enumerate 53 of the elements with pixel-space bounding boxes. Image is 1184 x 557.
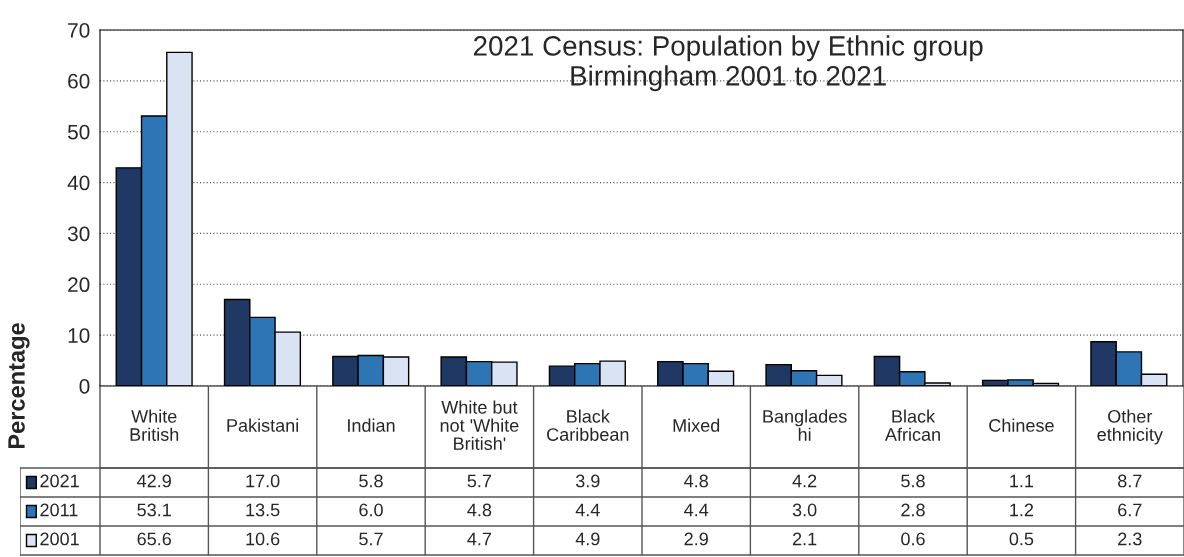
data-label: 4.4 — [575, 503, 600, 517]
data-label: 17.0 — [246, 474, 280, 488]
data-label: 5.8 — [359, 474, 383, 488]
data-label: 4.8 — [684, 474, 708, 488]
data-label: 6.7 — [1118, 503, 1142, 517]
data-label: 0.5 — [1009, 532, 1034, 546]
x-tick-label: Other ethnicity — [1097, 409, 1163, 445]
data-label: 2.8 — [901, 503, 925, 517]
data-label: 8.7 — [1118, 474, 1142, 488]
data-label: 53.1 — [137, 503, 171, 517]
y-tick-label: 10 — [68, 328, 90, 343]
y-tick-label: 60 — [68, 73, 90, 89]
data-label: 4.4 — [684, 503, 709, 517]
data-label: 4.8 — [467, 503, 492, 517]
data-label: 5.7 — [467, 474, 492, 488]
y-axis-title: Percentage — [8, 323, 30, 449]
x-tick-label: Black African — [884, 409, 940, 441]
data-label: 2.1 — [792, 532, 817, 546]
data-label: 42.9 — [137, 474, 171, 488]
data-label: 2.3 — [1118, 532, 1142, 546]
x-tick-label: Chinese — [989, 418, 1054, 432]
legend-label: 2001 — [40, 532, 79, 546]
data-label: 10.6 — [246, 532, 280, 546]
x-tick-label: Indian — [348, 418, 395, 432]
y-tick-label: 20 — [68, 277, 90, 293]
y-tick-label: 40 — [67, 175, 90, 191]
y-tick-label: 50 — [67, 124, 90, 140]
data-label: 5.8 — [901, 474, 925, 488]
data-label: 6.0 — [359, 503, 383, 517]
data-label: 3.0 — [792, 503, 817, 517]
data-label: 1.2 — [1010, 503, 1034, 517]
data-label: 3.9 — [575, 474, 600, 488]
text: 2021 Census: Population by Ethnic group Birmingham 2001 to 2021 — [473, 35, 983, 92]
x-tick-label: Mixed — [673, 418, 720, 432]
data-label: 1.1 — [1010, 474, 1034, 488]
x-tick-label: Pakistani — [227, 418, 299, 432]
data-label: 4.7 — [467, 532, 492, 546]
data-label: 4.9 — [575, 532, 600, 546]
x-tick-label: White but not 'White British' — [440, 400, 519, 450]
x-tick-label: White British — [130, 409, 179, 441]
legend-label: 2021 — [40, 474, 79, 488]
data-label: 0.6 — [901, 532, 925, 546]
legend-label: 2011 — [40, 503, 78, 517]
data-label: 5.7 — [359, 532, 383, 546]
y-tick-label: 0 — [79, 379, 90, 394]
x-tick-label: Banglades hi — [763, 409, 847, 441]
data-label: 4.2 — [792, 474, 817, 488]
data-label: 2.9 — [684, 532, 708, 546]
x-tick-label: Black Caribbean — [547, 409, 629, 441]
y-tick-label: 70 — [68, 23, 90, 38]
y-tick-label: 30 — [67, 226, 90, 242]
data-label: 65.6 — [137, 532, 171, 546]
data-label: 13.5 — [246, 503, 280, 517]
